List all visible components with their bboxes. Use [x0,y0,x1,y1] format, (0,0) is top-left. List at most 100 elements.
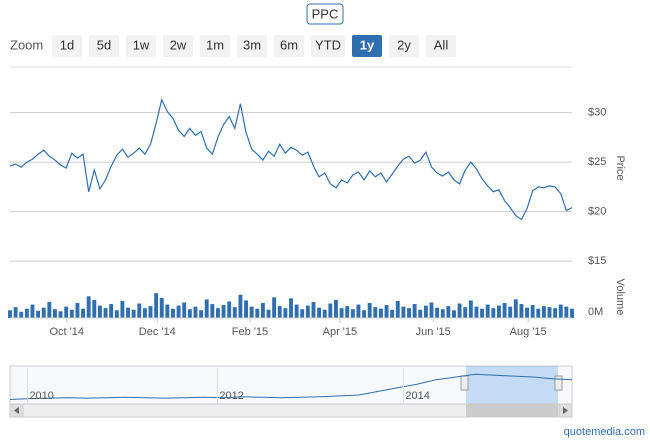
volume-bar [463,307,468,318]
volume-bar [564,306,569,318]
zoom-button[interactable] [352,35,382,57]
volume-bar [109,304,114,318]
volume-bar [47,301,52,318]
volume-bar [81,308,86,318]
x-tick-label: Dec '14 [139,326,176,338]
volume-bar [103,308,108,318]
volume-bar [468,300,473,318]
navigator-handle-left[interactable] [460,375,469,391]
volume-bar [215,308,220,318]
footer-credit: quotemedia.com [564,426,645,438]
volume-bar [154,293,159,318]
volume-bar [553,308,558,318]
zoom-button[interactable] [163,35,193,57]
scroll-right-arrow [563,407,568,414]
navigator-tick-label: 2012 [219,390,243,402]
volume-bar [547,307,552,318]
volume-bar [423,305,428,318]
y-tick-label: $15 [588,255,606,267]
volume-bar [126,307,130,318]
zoom-button[interactable] [311,35,345,57]
volume-bar [345,306,350,318]
x-tick-label: Oct '14 [50,326,85,338]
zoom-button[interactable] [426,35,456,57]
volume-bar [58,311,63,318]
volume-bar [8,310,12,318]
volume-bar [395,300,400,318]
volume-bar [513,299,518,318]
scrollbar-thumb[interactable] [466,404,558,417]
zoom-button-label[interactable]: 3m [243,37,261,52]
navigator-tick-label: 2014 [405,390,429,402]
volume-bar [30,304,35,318]
volume-bar [496,305,501,318]
volume-bar [142,308,147,318]
y-tick-label: 0M [588,306,603,318]
navigator-line [9,373,573,400]
volume-bar [339,308,344,318]
zoom-button[interactable] [126,35,156,57]
volume-bar [114,310,119,318]
volume-bar [64,306,69,318]
volume-bar [283,308,288,318]
zoom-button[interactable] [274,35,304,57]
zoom-button-label[interactable]: All [434,37,449,52]
volume-bar [238,294,243,318]
volume-bar [384,305,389,318]
navigator-tick-label: 2010 [29,390,53,402]
volume-bar [317,307,322,318]
volume-bar [255,308,260,318]
volume-bar [525,307,529,318]
zoom-button[interactable] [89,35,119,57]
volume-bar [541,306,546,318]
volume-bar [53,309,57,318]
navigator-selection[interactable] [466,366,558,404]
y-tick-label: $20 [588,206,606,218]
navigator-handle-right[interactable] [554,375,563,391]
volume-bar [519,304,524,318]
zoom-button[interactable] [52,35,82,57]
volume-bar [334,299,338,318]
volume-bar [446,306,451,318]
zoom-button-label[interactable]: 1y [360,37,375,52]
volume-bar [176,305,181,318]
volume-bar [491,308,496,318]
volume-bar [204,299,209,318]
zoom-button-label[interactable]: 2y [397,37,411,52]
volume-bar [558,304,563,318]
price-line [9,97,573,221]
y-tick-label: $25 [588,156,606,168]
volume-bar [227,301,232,318]
x-tick-label: Aug '15 [510,326,547,338]
zoom-button[interactable] [389,35,419,57]
zoom-button-label[interactable]: 1w [133,37,150,52]
zoom-button-label[interactable]: 5d [97,37,111,52]
volume-bar [97,305,102,318]
volume-bar [289,298,293,318]
volume-bar [244,300,248,318]
zoom-button-label[interactable]: 1m [206,37,224,52]
volume-bar [272,297,277,318]
volume-bar [435,307,440,318]
zoom-button-label[interactable]: YTD [315,37,341,52]
volume-bar [171,308,175,318]
zoom-button-label[interactable]: 2w [170,37,187,52]
volume-bar [249,306,254,318]
volume-bar [221,305,226,318]
volume-bar [277,306,282,318]
chart-title: PPC [312,6,339,21]
volume-bar [412,304,417,318]
zoom-button[interactable] [237,35,267,57]
volume-bar [508,306,513,318]
volume-bar [148,306,153,318]
zoom-button[interactable] [200,35,230,57]
zoom-button-label[interactable]: 6m [280,37,298,52]
x-tick-label: Apr '15 [323,326,358,338]
volume-bar [36,310,41,318]
volume-bar [86,296,91,318]
volume-bar [92,299,97,318]
zoom-button-label[interactable]: 1d [60,37,74,52]
volume-bar [159,297,164,318]
volume-bar [266,309,271,318]
volume-bar [440,309,445,318]
